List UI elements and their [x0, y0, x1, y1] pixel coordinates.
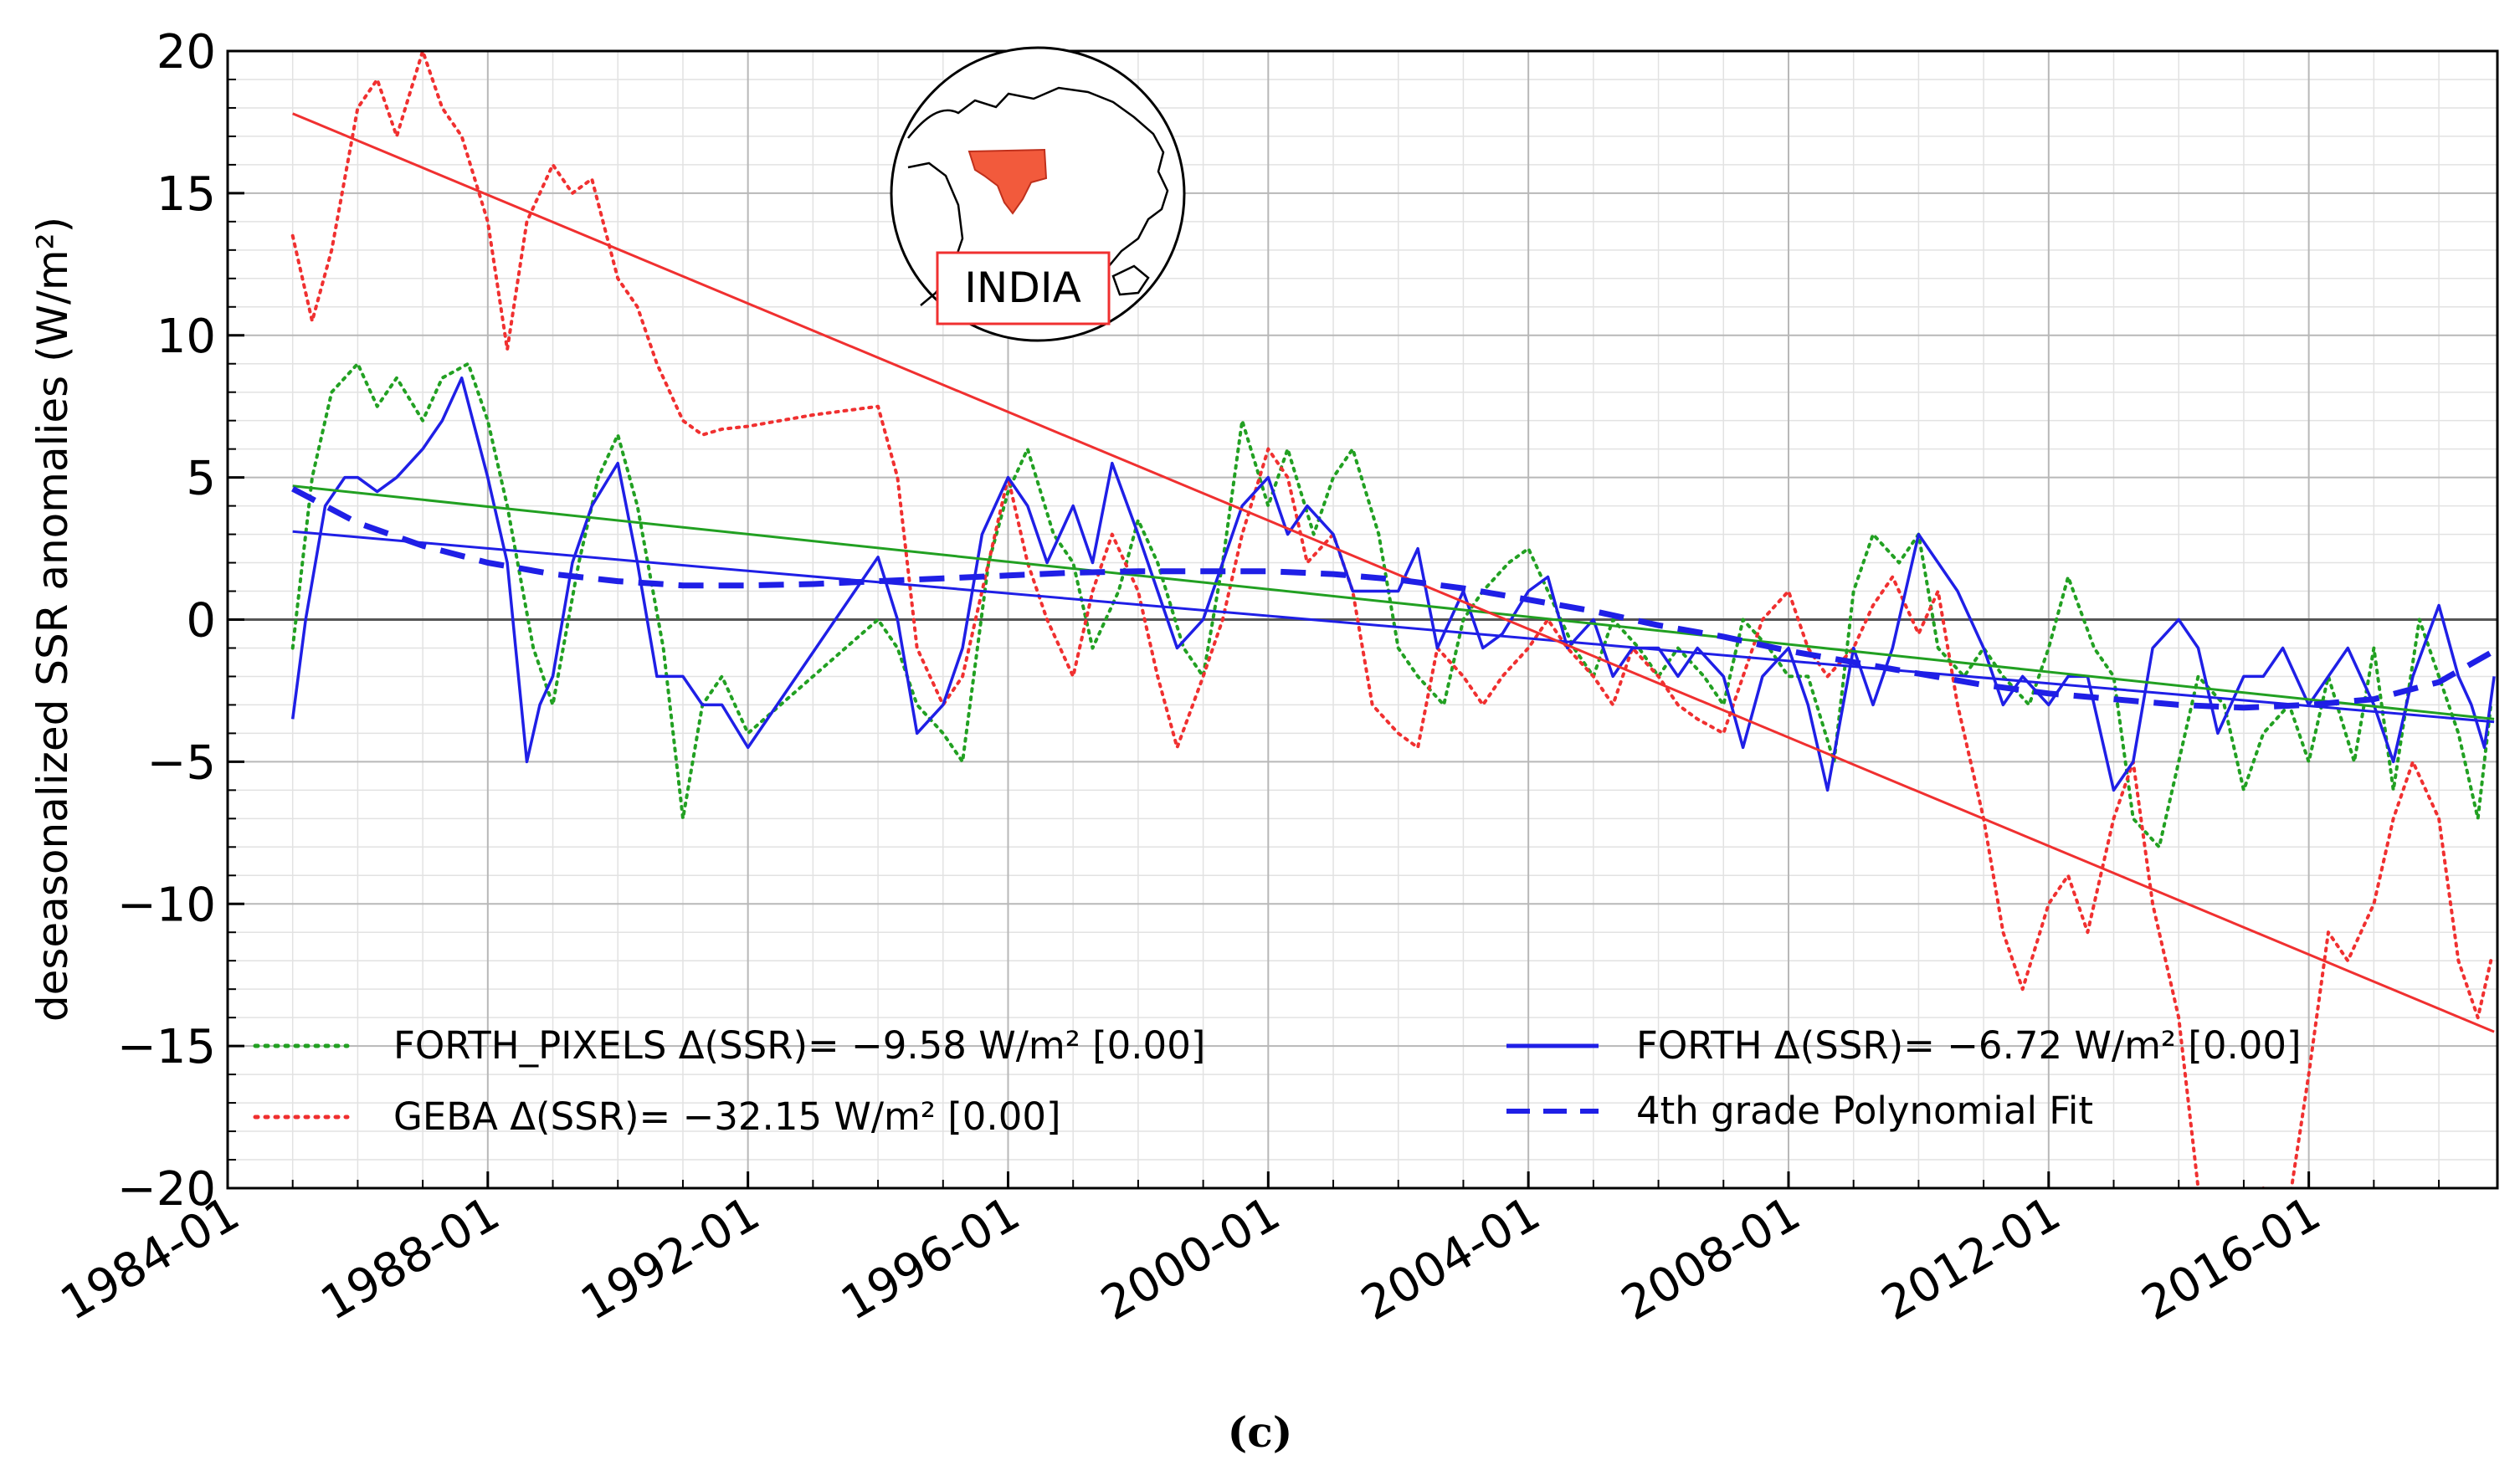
y-axis-label: deseasonalized SSR anomalies (W/m²) [28, 217, 77, 1022]
india-label: INDIA [964, 264, 1081, 312]
x-tick-label: 2012-01 [1873, 1186, 2070, 1331]
x-tick-labels: 1984-01 1988-01 1992-01 1996-01 2000-01 2004-… [52, 1186, 2330, 1331]
y-tick-label: −5 [146, 735, 216, 790]
x-tick-label: 1996-01 [832, 1186, 1029, 1331]
y-tick-label: 20 [157, 25, 216, 79]
x-tick-label: 2008-01 [1613, 1186, 1809, 1331]
y-tick-label: −20 [117, 1162, 216, 1217]
series-line-forth-pixels [290, 361, 2493, 849]
x-tick-label: 2016-01 [2133, 1186, 2330, 1331]
series-line-4th-grade-polynomial-fit [291, 486, 2496, 711]
series-line-forth [290, 376, 2496, 792]
legend-label-forth-pixels: FORTH_PIXELS Δ(SSR)= −9.58 W/m² [0.00] [393, 1023, 1205, 1068]
australia-outline [1111, 264, 1150, 296]
india-label-box [936, 251, 1111, 325]
y-tick-label: −10 [117, 878, 216, 932]
y-tick-label: 10 [157, 310, 216, 364]
x-tick-label: 1988-01 [312, 1186, 509, 1331]
legend-label-forth: FORTH Δ(SSR)= −6.72 W/m² [0.00] [1636, 1023, 2302, 1068]
india-shape [967, 148, 1048, 215]
y-tick-label: 5 [186, 452, 216, 506]
legend: FORTH_PIXELS Δ(SSR)= −9.58 W/m² [0.00] G… [253, 1023, 2302, 1139]
x-tick-label: 2004-01 [1352, 1186, 1549, 1331]
legend-label-geba: GEBA Δ(SSR)= −32.15 W/m² [0.00] [393, 1094, 1061, 1139]
continent-outline [907, 86, 1169, 285]
series-layer [290, 51, 2496, 1188]
y-tick-labels: −20 −15 −10 −5 0 5 10 15 20 [117, 25, 216, 1217]
india-globe-inset: INDIA [890, 46, 1186, 342]
series-line-forth-pixels-trend [292, 484, 2495, 720]
y-tick-label: 15 [157, 167, 216, 222]
x-tick-label: 2000-01 [1092, 1186, 1289, 1331]
y-tick-label: −15 [117, 1020, 216, 1074]
figure-caption: (c) [1227, 1407, 1293, 1457]
x-tick-label: 1992-01 [572, 1186, 769, 1331]
y-tick-label: 0 [186, 594, 216, 648]
series-line-forth-trend [292, 530, 2495, 724]
legend-label-poly-fit: 4th grade Polynomial Fit [1636, 1089, 2093, 1133]
series-line-geba-trend [292, 112, 2495, 1033]
tick-layer [226, 49, 2440, 1190]
